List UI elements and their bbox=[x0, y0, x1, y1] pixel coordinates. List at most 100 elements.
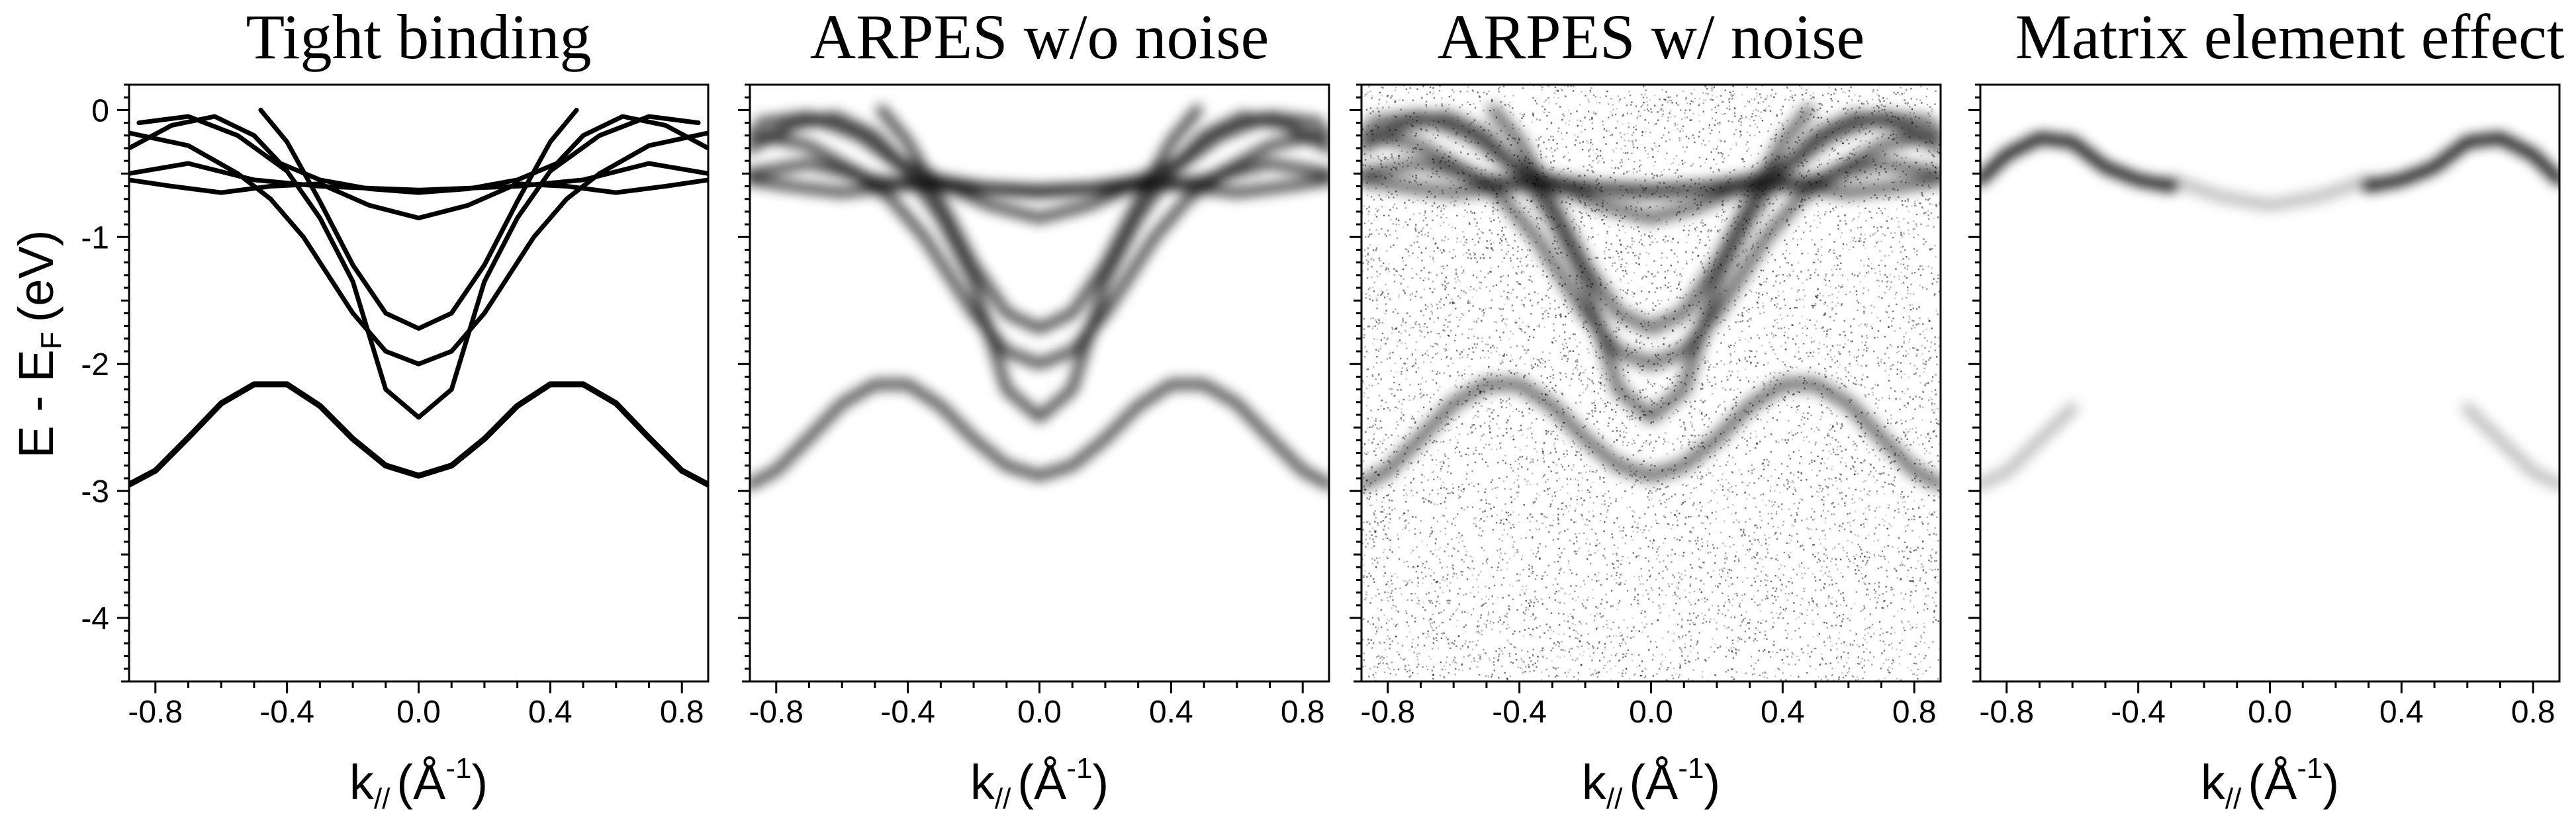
noise-dot bbox=[1825, 335, 1827, 337]
noise-dot bbox=[1483, 357, 1486, 359]
noise-dot bbox=[1482, 349, 1484, 352]
noise-dot bbox=[1604, 390, 1606, 392]
noise-dot bbox=[1861, 335, 1863, 337]
noise-dot bbox=[1790, 638, 1793, 640]
noise-dot bbox=[1481, 435, 1483, 437]
noise-dot bbox=[1584, 128, 1586, 131]
noise-dot bbox=[1676, 586, 1678, 588]
noise-dot bbox=[1877, 567, 1879, 570]
noise-dot bbox=[1849, 241, 1852, 243]
noise-dot bbox=[1555, 384, 1557, 386]
noise-dot bbox=[1490, 507, 1492, 510]
noise-dot bbox=[1690, 119, 1693, 121]
noise-dot bbox=[1639, 417, 1641, 419]
noise-dot bbox=[1674, 591, 1676, 593]
noise-dot bbox=[1585, 212, 1587, 214]
noise-dot bbox=[1585, 95, 1587, 97]
noise-dot bbox=[1567, 358, 1569, 360]
noise-dot bbox=[1593, 423, 1595, 425]
noise-dot bbox=[1756, 442, 1758, 444]
noise-dot bbox=[1487, 350, 1489, 352]
noise-dot bbox=[1702, 462, 1704, 465]
noise-dot bbox=[1811, 496, 1813, 498]
noise-dot bbox=[1551, 647, 1554, 649]
noise-dot bbox=[1740, 529, 1742, 531]
noise-dot bbox=[1377, 655, 1380, 657]
noise-dot bbox=[1772, 617, 1774, 619]
noise-dot bbox=[1519, 261, 1522, 263]
noise-dot bbox=[1854, 557, 1856, 560]
noise-dot bbox=[1886, 527, 1889, 529]
noise-dot bbox=[1607, 627, 1609, 629]
noise-dot bbox=[1874, 597, 1876, 599]
noise-dot bbox=[1771, 517, 1772, 519]
noise-dot bbox=[1753, 468, 1755, 470]
noise-dot bbox=[1515, 322, 1518, 324]
noise-dot bbox=[1900, 232, 1902, 234]
noise-dot bbox=[1454, 674, 1456, 675]
noise-dot bbox=[1623, 431, 1625, 433]
plot-area bbox=[1361, 85, 1941, 681]
noise-dot bbox=[1892, 588, 1894, 590]
noise-dot bbox=[1625, 668, 1627, 670]
y-axis-label: E - EF(eV) bbox=[9, 230, 68, 458]
noise-dot bbox=[1443, 372, 1446, 374]
noise-dot bbox=[1416, 666, 1418, 668]
noise-dot bbox=[1527, 263, 1529, 266]
noise-dot bbox=[1876, 336, 1879, 339]
noise-dot bbox=[1602, 435, 1604, 437]
noise-dot bbox=[1872, 99, 1874, 101]
noise-dot bbox=[1502, 518, 1505, 520]
noise-dot bbox=[1759, 441, 1761, 443]
noise-dot bbox=[1753, 386, 1755, 388]
noise-dot bbox=[1831, 674, 1834, 675]
noise-dot bbox=[1758, 292, 1760, 294]
noise-dot bbox=[1402, 580, 1404, 582]
noise-dot bbox=[1846, 555, 1848, 558]
noise-dot bbox=[1524, 629, 1526, 631]
noise-dot bbox=[1442, 283, 1444, 286]
noise-dot bbox=[1485, 398, 1487, 400]
noise-dot bbox=[1604, 646, 1606, 648]
noise-dot bbox=[1647, 122, 1650, 124]
noise-dot bbox=[1933, 430, 1935, 432]
noise-dot bbox=[1757, 414, 1759, 416]
noise-dot bbox=[1567, 615, 1569, 617]
noise-dot bbox=[1532, 552, 1535, 555]
noise-dot bbox=[1493, 320, 1495, 323]
noise-dot bbox=[1878, 586, 1880, 588]
x-axis-label-subscript: // bbox=[995, 783, 1011, 815]
noise-dot bbox=[1365, 259, 1368, 261]
noise-dot bbox=[1436, 520, 1439, 523]
noise-dot bbox=[1389, 234, 1391, 236]
noise-dot bbox=[1668, 498, 1670, 500]
noise-dot bbox=[1423, 632, 1425, 634]
noise-dot bbox=[1784, 565, 1786, 568]
noise-dot bbox=[1442, 249, 1445, 251]
noise-dot bbox=[1811, 459, 1813, 461]
noise-dot bbox=[1593, 619, 1596, 621]
noise-dot bbox=[1423, 406, 1425, 408]
noise-dot bbox=[1414, 228, 1416, 230]
noise-dot bbox=[1798, 278, 1800, 280]
noise-dot bbox=[1780, 612, 1782, 614]
noise-dot bbox=[1411, 646, 1413, 648]
noise-dot bbox=[1739, 130, 1742, 132]
noise-dot bbox=[1890, 586, 1892, 589]
noise-dot bbox=[1750, 337, 1752, 340]
noise-dot bbox=[1416, 274, 1418, 276]
noise-dot bbox=[1374, 531, 1376, 533]
noise-dot bbox=[1542, 453, 1544, 455]
noise-dot bbox=[1714, 107, 1716, 109]
y-tick-label: -4 bbox=[81, 601, 109, 636]
noise-dot bbox=[1635, 556, 1637, 558]
noise-dot bbox=[1526, 199, 1528, 201]
noise-dot bbox=[1421, 415, 1423, 417]
noise-dot bbox=[1761, 294, 1764, 296]
noise-dot bbox=[1603, 136, 1605, 138]
noise-dot bbox=[1698, 434, 1700, 436]
noise-dot bbox=[1538, 494, 1540, 497]
noise-dot bbox=[1480, 518, 1482, 520]
noise-dot bbox=[1510, 527, 1512, 529]
noise-dot bbox=[1416, 88, 1418, 90]
